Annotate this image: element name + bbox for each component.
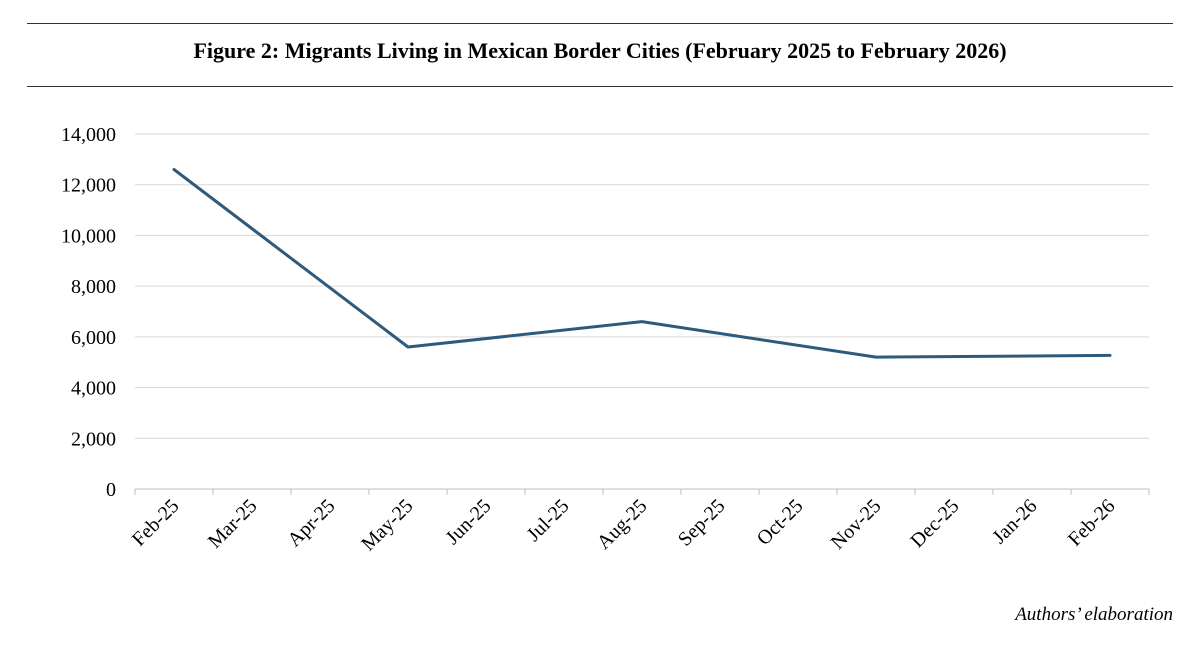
y-tick-label: 10,000 <box>61 225 116 247</box>
series-line <box>172 168 1112 359</box>
x-tick-label: Jan-26 <box>988 495 1041 548</box>
x-tick-label: Feb-25 <box>128 495 184 551</box>
x-tick-label: Feb-26 <box>1064 495 1120 551</box>
y-tick-label: 8,000 <box>71 276 116 298</box>
x-tick-label: Oct-25 <box>753 495 808 550</box>
x-tick-label: Jul-25 <box>523 495 574 546</box>
x-tick-label: May-25 <box>357 495 417 555</box>
y-tick-label: 4,000 <box>71 378 116 400</box>
source-note: Authors’ elaboration <box>1015 604 1173 625</box>
x-tick-label: Jun-25 <box>441 495 495 549</box>
top-rule <box>27 23 1173 24</box>
x-tick-label: Dec-25 <box>906 495 963 552</box>
y-tick-label: 6,000 <box>71 327 116 349</box>
y-tick-label: 12,000 <box>61 175 116 197</box>
x-tick-label: Sep-25 <box>674 495 730 551</box>
x-tick-label: Mar-25 <box>204 495 262 553</box>
x-tick-label: Apr-25 <box>283 495 339 551</box>
y-tick-label: 0 <box>106 479 116 501</box>
title-rule <box>27 86 1173 87</box>
figure-title: Figure 2: Migrants Living in Mexican Bor… <box>193 38 1007 63</box>
x-tick-label: Nov-25 <box>827 495 886 554</box>
x-tick-label: Aug-25 <box>593 495 652 554</box>
y-tick-label: 2,000 <box>71 428 116 450</box>
y-tick-label: 14,000 <box>61 124 116 146</box>
